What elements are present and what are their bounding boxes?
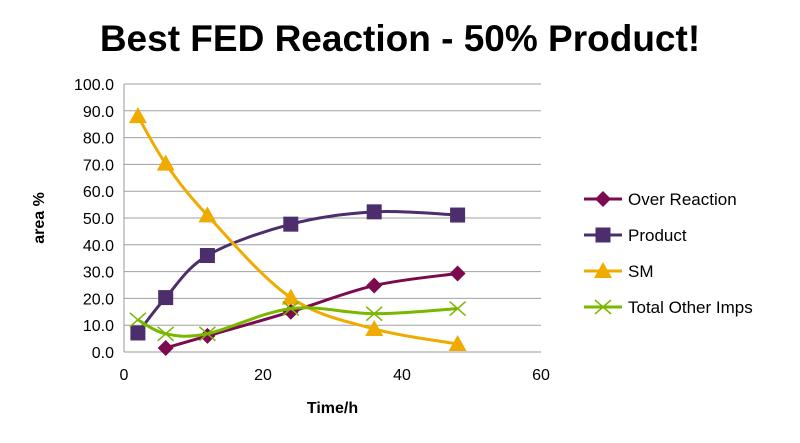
y-tick-label: 100.0: [74, 77, 114, 94]
data-point-over-reaction: [366, 277, 383, 294]
y-tick-label: 0.0: [92, 345, 114, 362]
chart-title: Best FED Reaction - 50% Product!: [99, 18, 701, 59]
y-tick-label: 80.0: [83, 131, 114, 148]
legend-marker-over-reaction: [595, 191, 611, 207]
data-point-sm: [448, 334, 467, 351]
data-point-sm: [156, 154, 175, 171]
x-tick-label: 0: [120, 367, 129, 384]
data-point-over-reaction: [157, 339, 174, 356]
data-point-total-other-imps: [365, 306, 383, 322]
legend-label-sm: SM: [628, 262, 654, 281]
data-point-total-other-imps: [129, 312, 147, 328]
x-tick-label: 20: [254, 367, 272, 384]
y-tick-label: 60.0: [83, 184, 114, 201]
y-tick-label: 50.0: [83, 211, 114, 228]
data-point-product: [158, 290, 174, 306]
data-point-product: [450, 207, 466, 223]
legend-label-product: Product: [628, 226, 687, 245]
data-point-total-other-imps: [157, 326, 175, 342]
y-tick-label: 30.0: [83, 265, 114, 282]
data-point-sm: [128, 107, 147, 124]
data-point-product: [283, 216, 299, 232]
data-point-total-other-imps: [449, 301, 467, 317]
data-point-product: [366, 204, 382, 220]
x-tick-label: 60: [532, 367, 550, 384]
legend-label-over-reaction: Over Reaction: [628, 190, 737, 209]
data-point-over-reaction: [282, 303, 299, 320]
legend-label-total-other-imps: Total Other Imps: [628, 298, 753, 317]
x-axis-label: Time/h: [307, 400, 358, 417]
data-point-sm: [365, 319, 384, 336]
y-tick-label: 70.0: [83, 157, 114, 174]
data-point-product: [130, 325, 146, 341]
y-tick-label: 90.0: [83, 104, 114, 121]
legend-marker-product: [595, 227, 611, 243]
data-point-product: [199, 248, 215, 264]
data-point-sm: [198, 206, 217, 223]
y-axis-label: area %: [31, 192, 48, 244]
y-tick-label: 40.0: [83, 238, 114, 255]
data-point-over-reaction: [449, 265, 466, 282]
data-point-total-other-imps: [198, 326, 216, 342]
data-point-total-other-imps: [282, 301, 300, 317]
legend-marker-sm: [594, 262, 612, 278]
data-point-sm: [281, 288, 300, 305]
y-tick-label: 20.0: [83, 291, 114, 308]
y-tick-label: 10.0: [83, 318, 114, 335]
x-tick-label: 40: [393, 367, 411, 384]
legend-marker-total-other-imps: [594, 299, 612, 315]
